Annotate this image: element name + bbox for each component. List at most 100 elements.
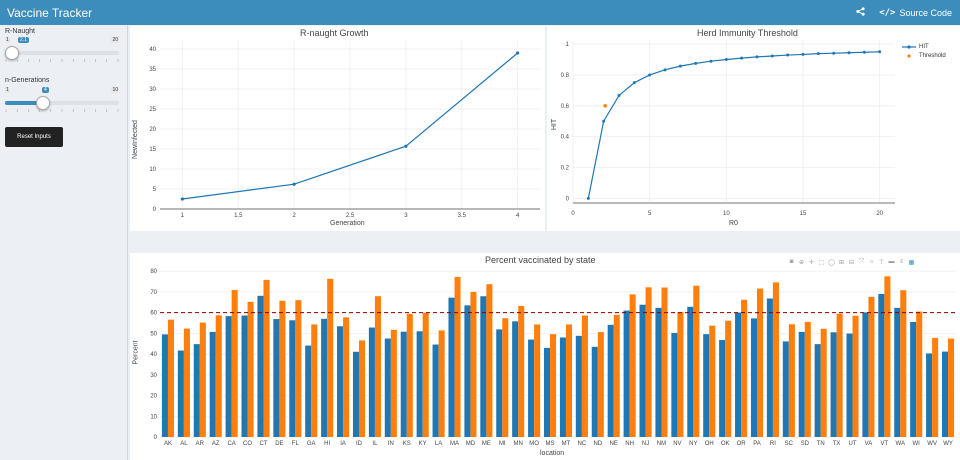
vacc-x-tick: MN [514,441,523,447]
bar-series-1 [766,298,773,437]
bar-series-2 [836,313,843,437]
zoom-in-icon[interactable]: ⊞ [838,260,845,266]
hit-chart-panel: Herd Immunity Threshold 0 0.2 0.4 0.6 0.8 1 0 5… [547,26,960,231]
vacc-x-tick: PA [753,441,761,447]
n-generations-handle[interactable] [35,96,50,110]
growth-x-axis-title: Generation [330,220,365,227]
hover-compare-icon[interactable]: ≡ [899,259,904,265]
bar-series-2 [597,332,604,437]
bar-series-1 [846,333,853,437]
bar-series-1 [480,296,487,437]
vacc-x-tick: SC [785,441,794,447]
vacc-x-tick: WI [913,441,921,447]
bar-series-1 [161,334,168,437]
growth-x-tick: 2 [292,213,296,219]
bar-series-2 [486,284,493,437]
growth-y-axis-title: NewInfected [131,120,139,159]
reset-inputs-button[interactable]: Reset Inputs [5,127,63,147]
plot-modebar: ◙ ⊕ ✛ ⬚ ◯ ⊞ ⊟ ⤧ ⌂ ⊤ ▬ ≡ ▦ [788,259,915,266]
vacc-x-tick: KS [403,441,411,447]
growth-y-tick: 35 [149,67,156,73]
bar-series-1 [926,353,933,437]
home-icon[interactable]: ⌂ [869,259,874,265]
vacc-x-tick: MD [466,441,476,447]
bar-series-2 [470,291,477,437]
n-generations-track[interactable] [5,101,119,105]
bar-series-1 [384,338,391,437]
vacc-y-tick: 0 [154,435,158,441]
r-naught-handle[interactable] [4,46,19,60]
hit-point [663,68,667,72]
n-generations-slider[interactable]: 1 10 4 [5,87,119,113]
threshold-point [603,104,607,108]
hit-x-tick: 20 [876,211,883,217]
autoscale-icon[interactable]: ⤧ [859,259,864,265]
hit-x-tick: 0 [571,211,575,217]
legend-item-hit[interactable]: HIT [902,44,946,50]
bar-series-2 [709,325,716,437]
hit-point [862,50,866,54]
bar-series-2 [454,276,461,437]
source-code-label: Source Code [899,7,952,18]
hit-point [602,119,606,123]
vacc-x-tick: LA [435,441,442,447]
share-icon[interactable] [856,7,865,18]
hit-y-tick: 0.8 [561,73,570,79]
n-generations-label: n-Generations [5,77,50,84]
bar-series-2 [343,317,350,437]
zoom-icon[interactable]: ⊕ [798,260,805,266]
growth-y-tick: 15 [149,147,156,153]
camera-icon[interactable]: ◙ [789,259,794,265]
growth-y-tick: 5 [153,187,157,193]
r-naught-max: 20 [111,37,119,43]
app-header: Vaccine Tracker </> Source Code [0,0,960,25]
vacc-x-axis-title: location [540,450,565,457]
vacc-x-tick: UT [849,441,857,447]
zoom-out-icon[interactable]: ⊟ [848,260,855,266]
bar-series-2 [693,285,700,437]
bar-series-1 [830,332,837,437]
vacc-y-tick: 80 [150,269,157,275]
n-generations-min: 1 [5,87,10,93]
r-naught-track[interactable] [5,51,119,55]
bar-series-2 [390,329,397,437]
hit-point [801,52,805,56]
bar-series-1 [639,304,646,437]
bar-series-2 [422,312,429,437]
bar-series-2 [677,312,684,437]
growth-x-tick: 2.5 [346,213,355,219]
bar-series-1 [910,321,917,437]
spike-lines-icon[interactable]: ⊤ [878,260,885,266]
lasso-icon[interactable]: ◯ [828,260,835,266]
bar-series-2 [852,315,859,437]
growth-y-tick: 20 [149,127,156,133]
bar-series-2 [661,287,668,437]
bar-series-1 [241,315,248,437]
r-naught-value: 2.1 [18,37,29,43]
box-select-icon[interactable]: ⬚ [818,260,825,266]
hover-closest-icon[interactable]: ▬ [888,259,895,265]
vacc-y-axis-title: Percent [132,340,140,365]
hit-point [648,73,652,77]
bar-series-2 [788,324,795,437]
vacc-x-tick: CA [227,441,235,447]
source-code-button[interactable]: </> Source Code [879,8,952,18]
vacc-x-tick: CT [259,441,267,447]
vacc-x-tick: KY [419,441,427,447]
bar-series-1 [878,293,885,437]
pan-icon[interactable]: ✛ [808,260,815,266]
vacc-x-tick: NV [673,441,681,447]
n-generations-value: 4 [42,87,49,93]
bar-series-1 [735,312,742,437]
hit-chart-title: Herd Immunity Threshold [697,28,798,38]
r-naught-slider[interactable]: 1 20 2.1 [4,37,119,63]
growth-chart-panel: R-naught Growth 0 5 10 15 20 25 30 35 40 1 1.5 2 2.5… [130,26,545,231]
legend-item-threshold[interactable]: Threshold [902,53,946,59]
bar-series-2 [565,324,573,437]
bar-series-1 [273,319,280,437]
vacc-x-tick: NE [610,441,618,447]
growth-x-tick: 3 [404,213,408,219]
header-actions: </> Source Code [856,7,960,18]
vacc-x-tick: MA [450,441,459,447]
plotly-logo-icon[interactable]: ▦ [908,260,915,266]
